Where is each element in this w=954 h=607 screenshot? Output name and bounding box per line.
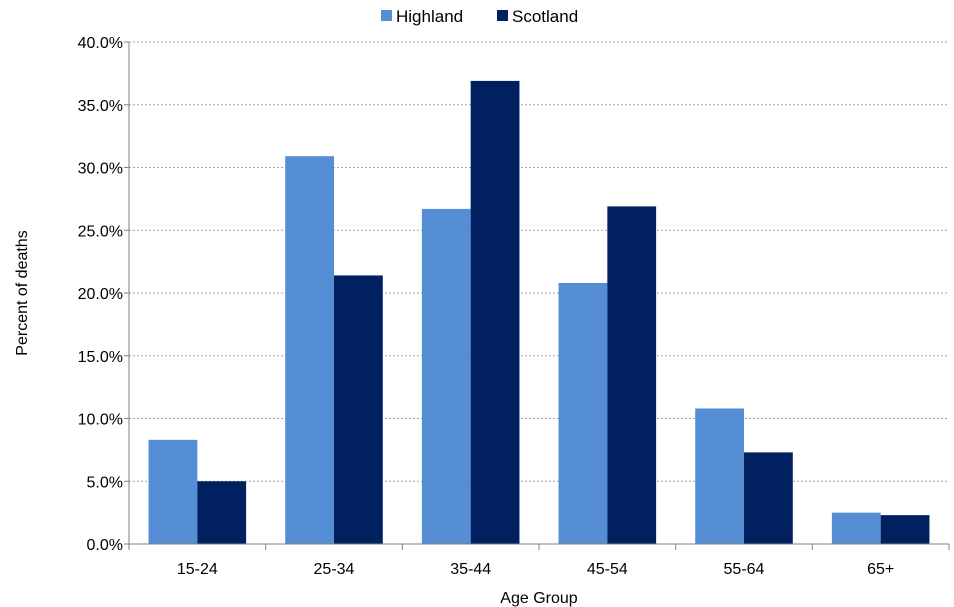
- bar-highland-65+: [831, 512, 881, 544]
- x-axis-title: Age Group: [500, 590, 577, 607]
- axes: [124, 41, 950, 550]
- bars: [148, 80, 930, 545]
- gridlines: [129, 41, 949, 482]
- bar-highland-35-44: [421, 208, 471, 545]
- bar-scotland-45-54: [607, 206, 657, 544]
- y-tick-label: 0.0%: [87, 537, 123, 554]
- bar-highland-55-64: [695, 408, 744, 544]
- legend-label-scotland: Scotland: [512, 7, 578, 26]
- legend-swatch-highland: [381, 10, 392, 21]
- bar-highland-45-54: [558, 282, 608, 544]
- y-tick-label: 20.0%: [78, 286, 123, 303]
- y-tick-label: 40.0%: [78, 35, 123, 52]
- y-tick-label: 30.0%: [78, 161, 123, 178]
- legend: Highland Scotland: [381, 7, 578, 26]
- y-tick-label: 10.0%: [78, 412, 123, 429]
- x-tick-label: 65+: [867, 561, 894, 578]
- bar-scotland-35-44: [470, 80, 520, 544]
- y-tick-label: 15.0%: [78, 349, 123, 366]
- y-tick-label: 5.0%: [87, 474, 123, 491]
- bar-scotland-65+: [880, 515, 930, 544]
- x-tick-labels: 15-24 25-34 35-44 45-54 55-64 65+: [177, 561, 894, 578]
- bar-highland-25-34: [285, 156, 334, 544]
- legend-label-highland: Highland: [396, 7, 463, 26]
- legend-swatch-scotland: [497, 10, 508, 21]
- bar-scotland-15-24: [197, 481, 247, 544]
- bar-scotland-25-34: [334, 275, 383, 544]
- y-axis-title: Percent of deaths: [14, 230, 31, 355]
- y-tick-label: 35.0%: [78, 98, 123, 115]
- x-tick-label: 55-64: [724, 561, 765, 578]
- x-tick-label: 35-44: [450, 561, 491, 578]
- x-tick-label: 45-54: [587, 561, 628, 578]
- bar-highland-15-24: [148, 439, 198, 544]
- y-tick-labels: 0.0% 5.0% 10.0% 15.0% 20.0% 25.0% 30.0% 35.0% 40…: [78, 35, 123, 554]
- y-tick-label: 25.0%: [78, 223, 123, 240]
- x-tick-label: 15-24: [177, 561, 218, 578]
- x-tick-label: 25-34: [314, 561, 355, 578]
- bar-scotland-55-64: [744, 452, 793, 544]
